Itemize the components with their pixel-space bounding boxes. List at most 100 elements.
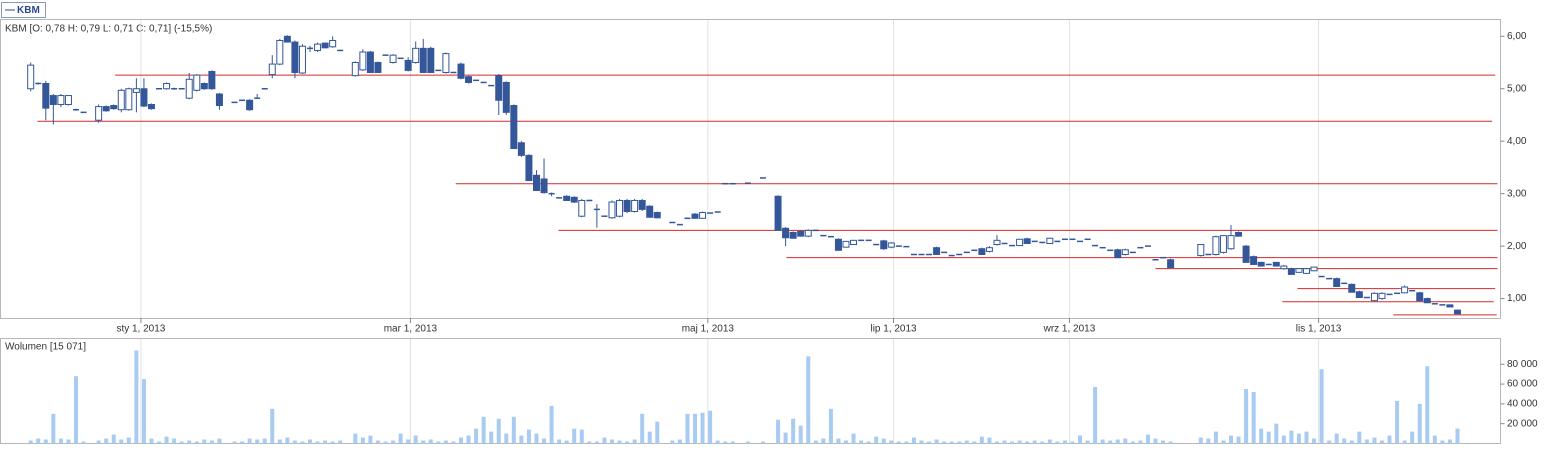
candle-body <box>623 199 631 212</box>
candle-body <box>1219 235 1227 253</box>
volume-bar <box>421 440 426 444</box>
volume-bar <box>1236 436 1241 444</box>
candle-body <box>125 88 133 111</box>
volume-bar <box>292 440 297 444</box>
volume-bar <box>851 433 856 444</box>
candle-body <box>646 205 654 218</box>
candle-body <box>638 199 646 210</box>
volume-bar <box>640 413 645 444</box>
volume-bar <box>519 435 524 444</box>
volume-bar <box>458 437 463 444</box>
volume-bar <box>391 440 396 444</box>
volume-bar <box>1123 438 1128 444</box>
volume-bar <box>496 418 501 444</box>
x-tick-label: maj 1, 2013 <box>682 324 735 335</box>
volume-bar <box>323 440 328 444</box>
volume-bar <box>919 440 924 444</box>
volume-bar <box>542 438 547 444</box>
volume-bar <box>179 441 184 444</box>
y-tick-label: 20 000 <box>1507 418 1538 429</box>
volume-bar <box>609 439 614 444</box>
volume-bar <box>1138 440 1143 444</box>
candle-body <box>1401 286 1409 294</box>
candle-body <box>276 39 284 65</box>
candle-body <box>1257 261 1265 267</box>
volume-bar <box>670 440 675 444</box>
volume-bar <box>587 441 592 444</box>
volume-bar <box>957 441 962 444</box>
candle-body <box>268 63 276 76</box>
volume-bar <box>1025 441 1030 444</box>
volume-bar <box>1206 438 1211 444</box>
volume-bar <box>51 413 56 444</box>
volume-bar <box>436 441 441 444</box>
volume-bar <box>994 441 999 444</box>
candle-body <box>804 229 812 237</box>
volume-bar <box>1425 366 1430 444</box>
volume-bar <box>270 408 275 444</box>
tab-label[interactable]: KBM <box>17 5 40 16</box>
volume-bar <box>1312 438 1317 444</box>
volume-bar <box>1289 430 1294 444</box>
volume-bar <box>1304 431 1309 444</box>
volume-bar <box>398 433 403 444</box>
volume-bar <box>1274 423 1279 444</box>
candle-body <box>163 82 171 90</box>
volume-bar <box>353 433 358 444</box>
volume-bar <box>466 435 471 444</box>
volume-bar <box>28 440 33 444</box>
candle-body <box>495 75 503 101</box>
volume-bar <box>262 438 267 444</box>
volume-bar <box>1251 391 1256 444</box>
price-legend: KBM [O: 0,78 H: 0,79 L: 0,71 C: 0,71] (-… <box>5 24 212 35</box>
volume-bar <box>126 437 131 444</box>
volume-bar <box>1070 441 1075 444</box>
candle-body <box>850 239 858 246</box>
volume-bar <box>745 441 750 444</box>
candle-body <box>653 212 661 219</box>
volume-bar <box>1198 437 1203 444</box>
volume-bar <box>149 438 154 444</box>
tab[interactable] <box>1 2 46 18</box>
volume-bar <box>202 439 207 444</box>
volume-bar <box>1093 387 1098 444</box>
candle-body <box>842 240 850 248</box>
volume-bar <box>1259 428 1264 444</box>
volume-bar <box>1410 431 1415 444</box>
candle-body <box>457 63 465 79</box>
candle-body <box>1227 235 1235 250</box>
y-tick-label: 80 000 <box>1507 359 1538 370</box>
candle-body <box>95 106 103 121</box>
volume-bar <box>572 428 577 444</box>
volume-bar <box>904 441 909 444</box>
volume-bar <box>1281 435 1286 444</box>
volume-bar <box>866 441 871 444</box>
candle-body <box>298 45 306 74</box>
candle-body <box>1355 291 1363 299</box>
candle-body <box>64 95 72 105</box>
volume-bar <box>655 421 660 444</box>
candle-body <box>1121 249 1129 256</box>
candle-body <box>314 43 322 51</box>
x-tick-label: sty 1, 2013 <box>116 324 165 335</box>
candle-body <box>208 70 216 90</box>
candle-body <box>517 142 525 156</box>
candle-body <box>132 88 140 93</box>
candle-body <box>147 103 155 110</box>
candle-body <box>57 95 65 105</box>
volume-bar <box>1327 440 1332 444</box>
candle-body <box>1370 292 1378 302</box>
volume-bar <box>791 418 796 444</box>
volume-bar <box>1334 433 1339 444</box>
volume-bar <box>451 441 456 444</box>
candle-body <box>215 93 223 107</box>
volume-bar <box>1115 439 1120 444</box>
candle-body <box>1453 309 1461 315</box>
candle-body <box>578 199 586 217</box>
volume-bar <box>700 412 705 444</box>
candle-body <box>699 212 707 219</box>
candle-body <box>933 247 941 256</box>
candle-body <box>1310 266 1318 272</box>
candle-body <box>1023 238 1031 244</box>
